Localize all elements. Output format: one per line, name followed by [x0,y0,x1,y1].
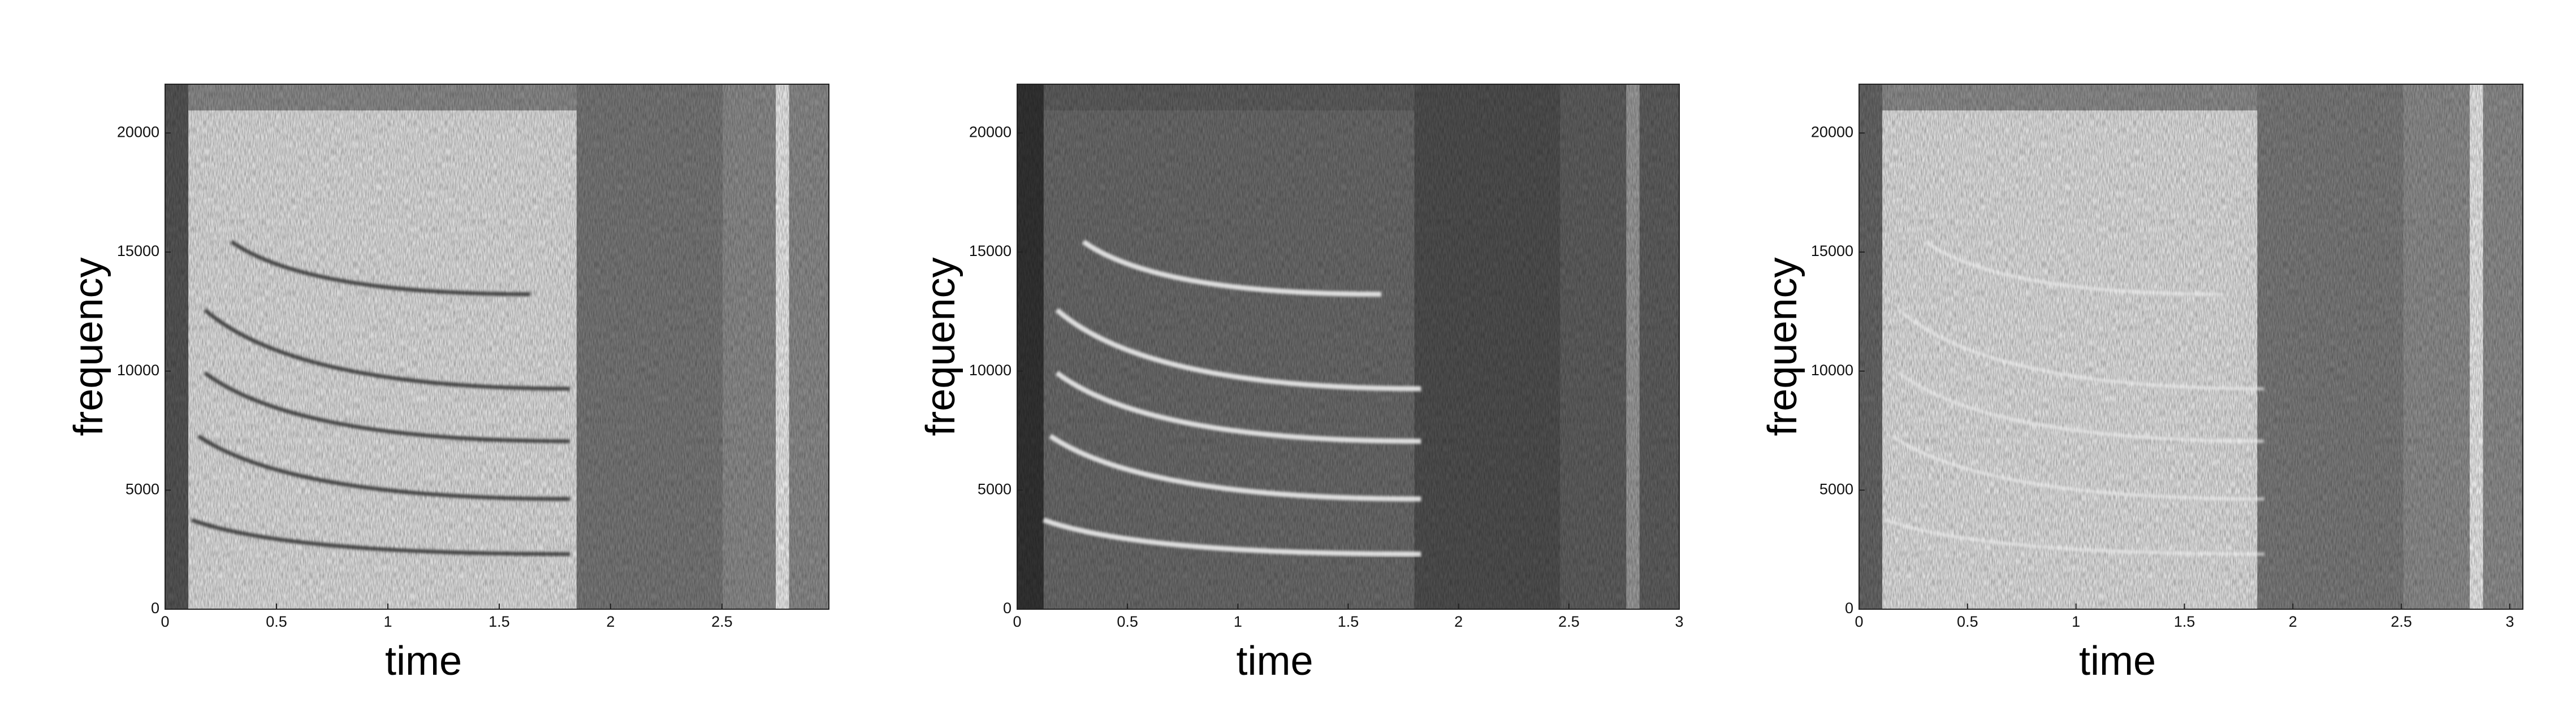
x-tick-label: 2.5 [711,613,733,630]
x-tick-label: 1.5 [1338,613,1359,630]
x-tick-label: 2 [606,613,615,630]
x-tick-label: 1 [1234,613,1242,630]
y-tick-label: 5000 [1819,480,1853,497]
x-tick-label: 3 [1675,613,1683,630]
x-tick-label: 2 [2289,613,2297,630]
x-tick-label: 0 [1855,613,1863,630]
y-axis-label: frequency [918,257,963,436]
panel: 0 0.5 1 1.5 2 2.5 3 0 5000 10000 15000 20000 time fre… [918,84,1684,684]
y-tick-label: 10000 [1811,362,1853,379]
y-tick-label: 10000 [117,362,159,379]
harmonic [1049,433,1421,502]
panel: 0 0.5 1 1.5 2 2.5 0 5000 10000 15000 20000 time freq… [66,84,829,684]
harmonic [1043,517,1421,557]
y-axis-label: frequency [66,257,111,436]
y-tick-label: 15000 [969,242,1012,259]
spectrogram-image [1859,84,2523,609]
harmonic [1055,308,1421,392]
harmonic [1924,240,2224,296]
harmonic [1885,518,2264,556]
x-axis-label: time [385,639,462,684]
noise [1859,84,2523,609]
x-tick-label: 0.5 [266,613,287,630]
x-tick-label: 1 [2072,613,2080,630]
y-tick-label: 5000 [978,480,1012,497]
spectrogram-image [165,84,829,609]
noise [165,84,829,609]
noise [1017,84,1679,609]
x-tick-label: 0 [1013,613,1021,630]
y-tick-label: 20000 [117,123,159,140]
panel: 0 0.5 1 1.5 2 2.5 3 0 5000 10000 15000 20000 time fre… [1760,84,2523,684]
x-tick-label: 2.5 [1558,613,1580,630]
y-tick-label: 0 [1845,600,1853,617]
x-tick-label: 0 [161,613,169,630]
harmonic [1055,371,1421,444]
y-tick-label: 15000 [117,242,159,259]
harmonic [197,434,570,501]
harmonic [1082,240,1382,297]
x-tick-label: 3 [2505,613,2514,630]
x-tick-label: 2 [1454,613,1463,630]
harmonic [230,240,530,297]
harmonic [1898,371,2264,443]
x-tick-label: 1.5 [489,613,510,630]
harmonic [191,518,570,556]
x-tick-label: 0.5 [1117,613,1138,630]
y-tick-label: 0 [151,600,159,617]
x-axis-label: time [2079,639,2156,684]
x-tick-label: 1.5 [2174,613,2195,630]
harmonic [1898,309,2264,390]
x-tick-label: 0.5 [1957,613,1978,630]
x-tick-label: 1 [383,613,392,630]
x-axis-label: time [1236,639,1313,684]
y-tick-label: 0 [1003,600,1012,617]
y-tick-label: 20000 [969,123,1012,140]
harmonic [204,308,570,391]
harmonic [1891,434,2264,501]
plot-frame [165,84,829,610]
y-tick-label: 5000 [126,480,159,497]
spectrogram-image [1017,84,1679,609]
harmonic [204,371,570,444]
y-tick-label: 20000 [1811,123,1853,140]
y-tick-label: 10000 [969,362,1012,379]
x-tick-label: 2.5 [2391,613,2412,630]
plot-frame [1858,84,2523,610]
y-axis-label: frequency [1760,257,1805,436]
y-tick-label: 15000 [1811,242,1853,259]
